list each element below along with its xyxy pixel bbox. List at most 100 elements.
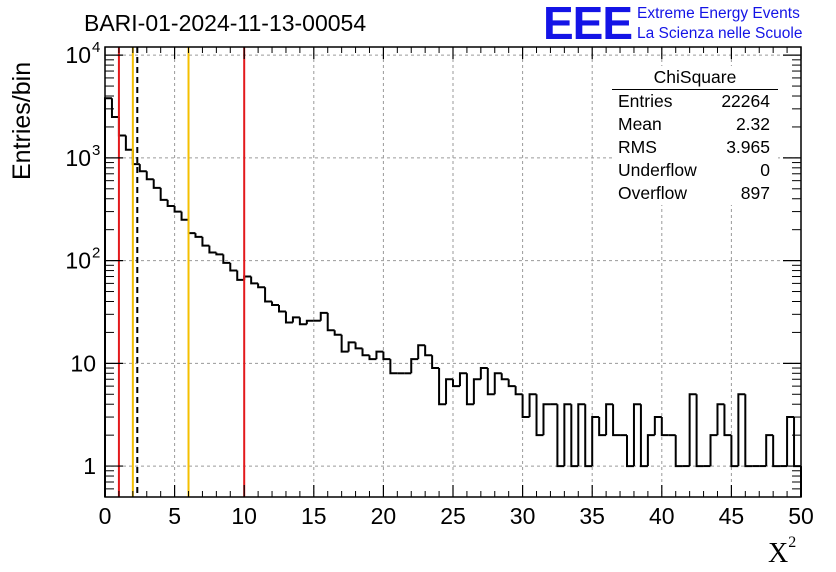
stats-value: 0 (760, 160, 770, 180)
histogram-bin (591, 416, 600, 467)
histogram-bin (772, 435, 781, 468)
histogram-bin (646, 434, 655, 467)
histogram-bin (737, 393, 746, 467)
marker-lines (117, 47, 246, 497)
histogram-bin (124, 135, 133, 151)
y-tick-exponent: 3 (92, 142, 100, 159)
eee-logo: EEE Extreme Energy Events La Scienza nel… (543, 0, 833, 49)
stats-box: ChiSquare Entries 22264 Mean 2.32 RMS 3.… (612, 66, 778, 205)
histogram-bin (264, 287, 273, 303)
x-axis-label: X2 (768, 534, 797, 569)
y-tick-label: 10 (65, 42, 91, 68)
histogram-bin (445, 378, 453, 405)
histogram-bin (507, 379, 516, 388)
stats-row-underflow: Underflow 0 (612, 159, 778, 182)
histogram-bin (291, 316, 300, 323)
histogram-bin (368, 355, 377, 361)
histogram-bin (215, 252, 224, 256)
stats-label: Overflow (618, 183, 688, 203)
stats-row-entries: Entries 22264 (612, 90, 778, 113)
y-tick-label: 10 (70, 350, 96, 376)
histogram-bin (452, 379, 460, 388)
histogram-bin (688, 393, 697, 467)
histogram-bin (479, 367, 488, 380)
histogram-bin (612, 404, 621, 437)
histogram-bin (542, 403, 551, 436)
y-tick-label: 10 (65, 248, 91, 274)
stats-title: ChiSquare (612, 66, 778, 90)
histogram-bin (528, 393, 537, 418)
histogram-bin (333, 330, 342, 336)
histogram-bin (410, 358, 419, 374)
histogram-bin (605, 403, 614, 436)
x-tick-label: 25 (440, 503, 466, 529)
histogram-bin (180, 211, 189, 221)
histogram-bin (598, 417, 607, 437)
histogram-bin (236, 270, 245, 281)
x-tick-label: 40 (649, 503, 675, 529)
histogram-bin (319, 311, 328, 321)
histogram-bin (626, 435, 634, 468)
histogram-bin (389, 359, 398, 375)
histogram-bin (765, 434, 774, 467)
histogram-bin (187, 219, 196, 235)
histogram-bin (347, 341, 356, 352)
histogram-bin (145, 171, 154, 181)
x-tick-label: 0 (99, 503, 112, 529)
histogram-bin (639, 404, 648, 468)
histogram-bin (786, 416, 795, 467)
histogram-bin (563, 403, 572, 467)
histogram-bin (723, 404, 732, 437)
stats-value: 22264 (721, 91, 770, 111)
histogram-bin (424, 345, 433, 357)
x-tick-label: 35 (579, 503, 605, 529)
x-tick-label: 15 (301, 503, 327, 529)
histogram-bin (326, 312, 335, 332)
axis-ticks (104, 47, 802, 498)
histogram-bin (278, 304, 286, 313)
histogram-bin (500, 373, 509, 381)
histogram-bin (361, 348, 370, 357)
histogram-bin (465, 373, 474, 406)
stats-row-overflow: Overflow 897 (612, 182, 778, 205)
stats-row-mean: Mean 2.32 (612, 113, 778, 136)
histogram-bin (514, 386, 523, 396)
histogram-bin (660, 417, 669, 437)
stats-value: 897 (740, 183, 770, 203)
histogram-bin (229, 262, 238, 272)
stats-label: Entries (618, 91, 673, 111)
histogram-bin (521, 394, 530, 419)
stats-value: 2.32 (735, 114, 770, 134)
stats-label: Underflow (618, 160, 697, 180)
histogram-bin (201, 236, 210, 247)
histogram-bin (271, 301, 279, 306)
histogram-bin (793, 417, 801, 468)
histogram-bin (298, 317, 307, 326)
histogram-bin (493, 372, 502, 395)
stats-label: Mean (618, 114, 662, 134)
histogram-bin (584, 404, 593, 468)
stats-value: 3.965 (726, 137, 770, 157)
histogram-bin (117, 116, 126, 137)
histogram-bin (166, 199, 175, 208)
histogram-bin (250, 276, 259, 285)
x-tick-label: 50 (788, 503, 814, 529)
histogram-bin (257, 283, 266, 289)
histogram-bin (577, 403, 586, 467)
logo-line-1: Extreme Energy Events (637, 5, 800, 22)
y-tick-label: 1 (83, 453, 96, 479)
x-tick-label: 10 (231, 503, 257, 529)
histogram-bin (110, 98, 119, 118)
histogram-bin (222, 254, 231, 264)
histogram-bin (243, 275, 252, 280)
histogram-bin (194, 233, 203, 238)
x-tick-labels: 0 5 10 15 20 25 30 35 40 45 50 (99, 503, 814, 529)
stats-label: RMS (618, 137, 657, 157)
x-tick-label: 5 (168, 503, 181, 529)
y-tick-exponent: 4 (92, 39, 100, 56)
histogram-bin (556, 404, 565, 468)
histogram-bin (674, 435, 683, 468)
histogram-bin (284, 311, 293, 324)
